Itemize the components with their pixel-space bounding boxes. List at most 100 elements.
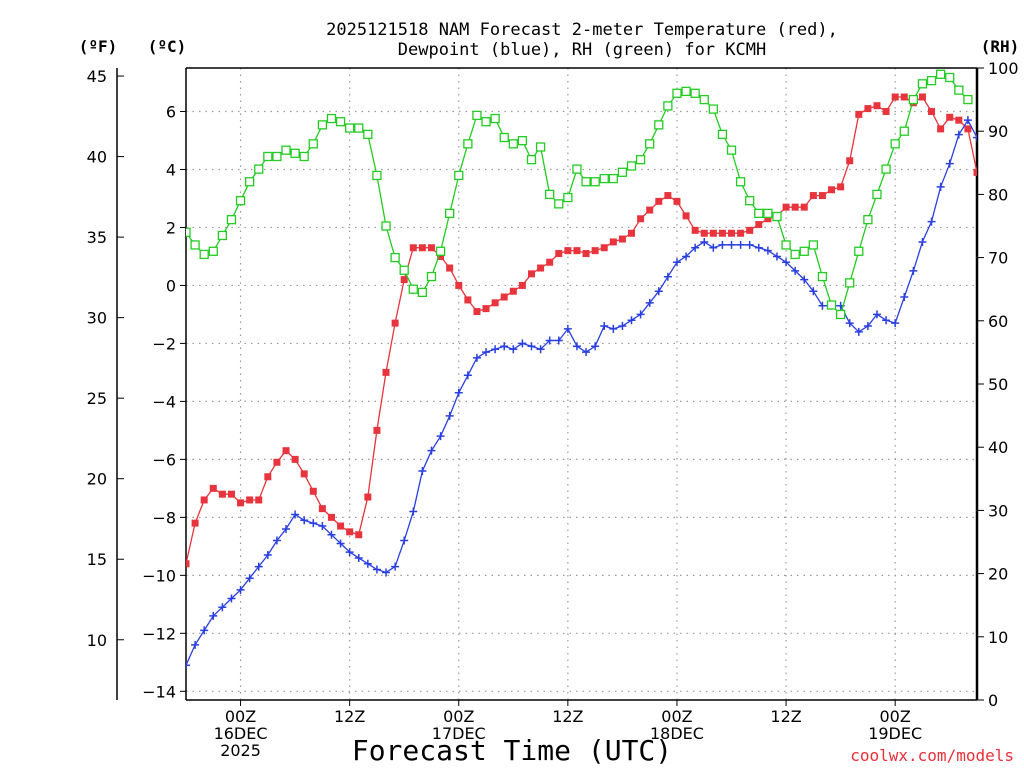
temperature-point [291, 455, 299, 463]
rh-point [726, 145, 737, 155]
temperature-point [782, 203, 790, 211]
dewpoint-point [909, 266, 918, 275]
x-tick-label: 12Z [770, 707, 801, 726]
rh-point [317, 120, 328, 130]
temperature-point [664, 192, 672, 200]
temperature-point [755, 221, 763, 229]
temperature-point [446, 264, 454, 272]
temperature-point [700, 229, 708, 237]
dewpoint-point [536, 345, 545, 354]
dewpoint-point [186, 661, 190, 670]
rh-point [517, 136, 528, 146]
x-tick-label: 00Z [225, 707, 256, 726]
dewpoint-point [491, 345, 500, 354]
temperature-point [300, 470, 308, 478]
rh-point [190, 240, 200, 250]
temperature-point [746, 226, 754, 234]
dewpoint-point [927, 217, 936, 226]
rh-point [199, 249, 209, 260]
temperature-point [809, 192, 817, 200]
rh-point [654, 120, 664, 130]
rh-point [608, 173, 618, 184]
temperature-point [546, 258, 554, 266]
temperature-point [355, 531, 363, 539]
rh-point [254, 164, 264, 174]
rh-point [899, 126, 909, 136]
gridlines [186, 68, 977, 700]
temperature-point [973, 168, 977, 176]
temperature-point [237, 499, 245, 507]
dewpoint-point [718, 240, 727, 249]
dewpoint-point [627, 316, 636, 325]
celsius-tick-label: 6 [166, 102, 176, 121]
temperature-point [364, 493, 372, 501]
rh-point [690, 88, 700, 98]
rh-point [399, 265, 409, 275]
rh-tick-label: 90 [988, 122, 1008, 141]
temperature-point [186, 560, 190, 568]
rh-point [799, 246, 809, 256]
rh-point [645, 139, 655, 149]
rh-point [235, 196, 246, 206]
celsius-tick-label: 0 [166, 276, 176, 295]
dewpoint-point [300, 516, 309, 525]
temperature-point [918, 93, 926, 101]
dewpoint-point [563, 324, 572, 333]
dewpoint-point [209, 611, 218, 620]
rh-series [186, 69, 973, 320]
dewpoint-series [186, 116, 977, 670]
rh-point [772, 211, 782, 222]
rh-point [326, 113, 337, 124]
fahrenheit-tick-label: 15 [87, 550, 107, 569]
dewpoint-point [191, 640, 200, 649]
dewpoint-point [200, 626, 209, 635]
rh-point [699, 94, 709, 105]
temperature-point [227, 490, 235, 498]
fahrenheit-unit-label: (ºF) [79, 37, 118, 56]
rh-point [672, 88, 682, 98]
rh-unit-label: (RH) [981, 37, 1020, 56]
dewpoint-point [463, 371, 472, 380]
dewpoint-point [845, 319, 854, 328]
rh-point [590, 177, 600, 187]
chart-title-line-2: Dewpoint (blue), RH (green) for KCMH [398, 40, 766, 60]
temperature-point [882, 107, 890, 115]
rh-point [554, 199, 564, 209]
rh-point [863, 215, 873, 225]
temperature-point [391, 319, 399, 327]
temperature-point [500, 293, 508, 301]
dewpoint-point [963, 116, 972, 125]
rh-point [390, 252, 400, 263]
rh-point [717, 129, 728, 140]
dewpoint-point [282, 524, 291, 533]
temperature-point [318, 505, 326, 513]
rh-point [435, 246, 446, 256]
rh-point [826, 300, 837, 310]
dewpoint-point [409, 507, 418, 516]
rh-point [681, 86, 691, 97]
rh-point [854, 246, 864, 256]
dewpoint-point [382, 568, 391, 577]
temperature-point [837, 183, 845, 191]
temperature-point [718, 229, 726, 237]
temperature-point [946, 113, 954, 121]
temperature-point [273, 458, 281, 466]
dewpoint-point [809, 287, 818, 296]
rh-tick-label: 30 [988, 501, 1008, 520]
dewpoint-point [582, 348, 591, 357]
rh-point [372, 170, 382, 181]
temperature-point [264, 473, 272, 481]
temperature-point [728, 229, 736, 237]
fahrenheit-tick-label: 35 [87, 228, 107, 247]
rh-point [208, 246, 218, 256]
rh-point [281, 145, 291, 155]
dewpoint-point [754, 243, 763, 252]
celsius-tick-label: −4 [152, 392, 176, 411]
temperature-point [209, 484, 217, 492]
dewpoint-point [372, 565, 381, 574]
celsius-tick-label: −8 [152, 508, 176, 527]
rh-point [963, 94, 973, 105]
temperature-point [691, 226, 699, 234]
rh-point [917, 79, 928, 89]
rh-tick-label: 20 [988, 565, 1008, 584]
